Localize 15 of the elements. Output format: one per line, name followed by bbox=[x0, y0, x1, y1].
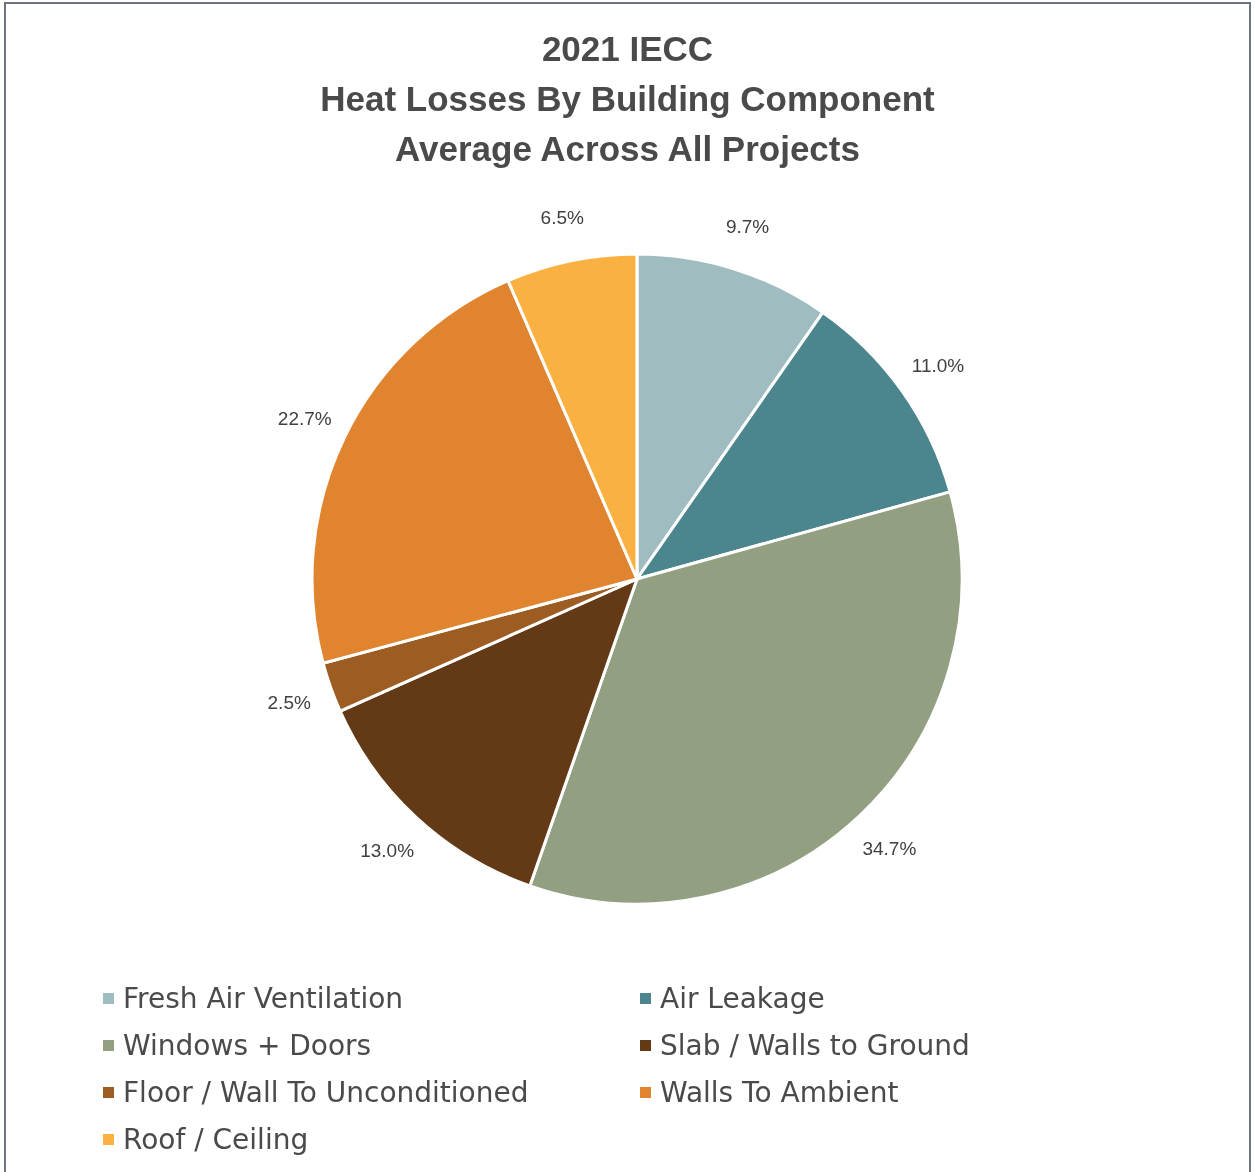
legend-label: Windows + Doors bbox=[123, 1028, 372, 1064]
data-label: 22.7% bbox=[277, 407, 332, 429]
data-label: 6.5% bbox=[540, 207, 584, 229]
data-label: 9.7% bbox=[725, 216, 770, 238]
legend-label: Slab / Walls to Ground bbox=[660, 1028, 970, 1064]
legend-label: Roof / Ceiling bbox=[123, 1122, 309, 1158]
legend-label: Fresh Air Ventilation bbox=[123, 981, 404, 1017]
data-label: 13.0% bbox=[360, 840, 415, 862]
data-label: 2.5% bbox=[267, 691, 311, 713]
legend-label: Floor / Wall To Unconditioned bbox=[123, 1075, 529, 1111]
legend-label: Walls To Ambient bbox=[660, 1075, 899, 1111]
legend-label: Air Leakage bbox=[660, 981, 825, 1017]
data-label: 11.0% bbox=[911, 355, 965, 377]
chart-title: 2021 IECC Heat Losses By Building Component Average Across All Projects bbox=[319, 28, 936, 170]
data-label: 34.7% bbox=[862, 837, 917, 859]
